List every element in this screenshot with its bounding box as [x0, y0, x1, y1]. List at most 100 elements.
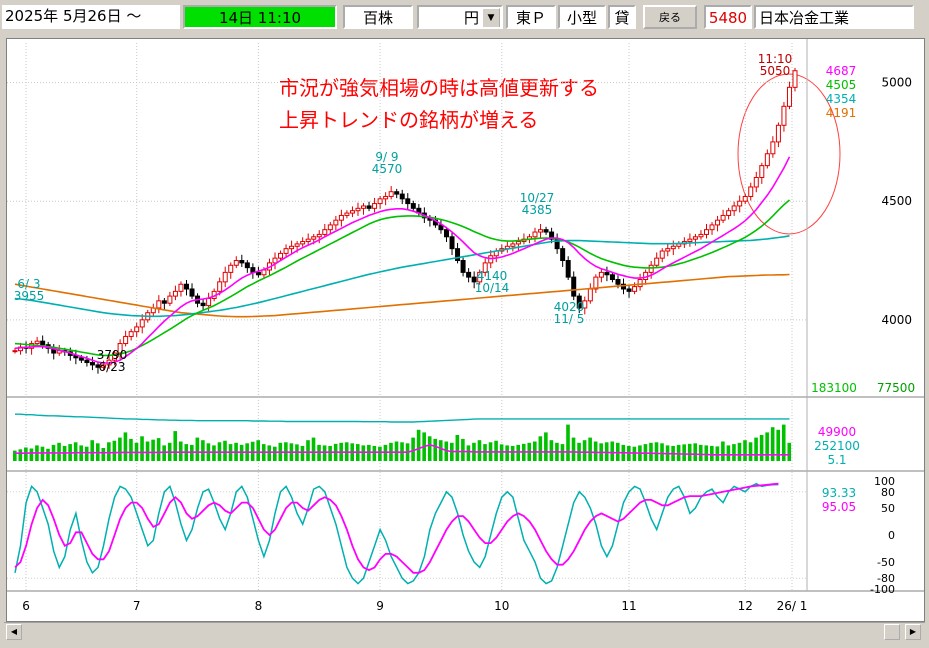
scroll-left-icon[interactable]: ◀: [6, 624, 22, 640]
volume-bar: [306, 440, 310, 461]
volume-bar: [693, 443, 698, 461]
volume-bar: [195, 437, 200, 461]
price-tick-label: 4500: [881, 194, 912, 208]
candle-down: [460, 260, 466, 273]
candle-down: [95, 364, 101, 368]
ma-long1-line: [14, 235, 790, 318]
trough-date-label: 10/14: [475, 281, 510, 295]
candle-up: [12, 350, 18, 353]
candle-up: [632, 286, 638, 292]
osc-fast-line: [14, 482, 779, 585]
volume-bar: [710, 445, 714, 461]
ma-value-label: 4354: [826, 92, 857, 106]
date-field[interactable]: 2025年 5月26日 ～: [2, 5, 180, 29]
currency-select[interactable]: 円 ▼: [417, 5, 503, 29]
candle-up: [294, 243, 300, 247]
volume-bar: [129, 438, 133, 461]
candle-up: [272, 257, 278, 264]
candle-up: [759, 165, 765, 178]
chevron-down-icon[interactable]: ▼: [482, 8, 500, 27]
candle-up: [322, 229, 328, 235]
horizontal-scrollbar[interactable]: ◀ ▶: [4, 622, 925, 641]
candle-down: [84, 359, 90, 364]
candle-up: [233, 260, 239, 266]
peak-value-label: 4570: [372, 162, 403, 176]
candle-down: [394, 191, 400, 195]
volume-bar: [46, 448, 50, 461]
volume-label: 252100: [814, 439, 860, 453]
volume-bar: [328, 445, 332, 461]
volume-bar: [178, 441, 183, 461]
volume-bar: [544, 432, 548, 461]
volume-bar: [223, 440, 227, 461]
candle-up: [698, 233, 704, 238]
stock-code-input[interactable]: 5480: [704, 5, 752, 29]
candle-down: [455, 248, 461, 262]
volume-bar: [84, 446, 89, 461]
volume-bar: [24, 447, 28, 461]
candle-down: [604, 271, 610, 276]
highlight-circle: [737, 73, 841, 235]
volume-bar: [212, 445, 216, 461]
size-field: 小型: [558, 5, 606, 29]
price-tick-label: 5000: [881, 76, 912, 90]
candle-up: [134, 326, 140, 333]
volume-bar: [776, 429, 781, 461]
back-button[interactable]: 戻る: [643, 5, 697, 29]
volume-bar: [101, 448, 106, 461]
peak-date-label: 10/27: [520, 191, 555, 205]
candle-up: [300, 241, 306, 245]
x-tick-label: 7: [133, 599, 141, 613]
candle-down: [543, 229, 549, 233]
volume-bar: [549, 440, 554, 461]
stock-chart: 市況が強気相場の時は高値更新する 上昇トレンドの銘柄が増える 6 7 8 9 10 11 1…: [7, 39, 924, 613]
candle-up: [670, 245, 676, 250]
candle-up: [753, 176, 759, 188]
volume-label: 183100: [811, 381, 857, 395]
ma-long2-line: [14, 273, 790, 318]
volume-bar: [311, 437, 316, 461]
candle-up: [709, 224, 715, 231]
candle-up: [786, 86, 792, 107]
candle-up: [582, 300, 588, 309]
candle-up: [355, 207, 361, 212]
ma-mid-line: [14, 199, 791, 357]
volume-bar: [632, 446, 637, 461]
volume-bar: [748, 442, 753, 461]
volume-bar: [726, 445, 731, 461]
candle-up: [383, 195, 389, 200]
osc-slow-line: [14, 482, 779, 574]
candle-up: [333, 219, 339, 226]
volume-bar: [156, 438, 161, 461]
volume-bar: [721, 441, 725, 461]
volume-bar: [781, 424, 786, 461]
candle-down: [255, 271, 261, 276]
osc-tick-label: -100: [870, 583, 895, 596]
osc-tick-label: 50: [881, 502, 895, 515]
volume-ma-short-line: [15, 444, 790, 456]
candle-down: [626, 288, 632, 292]
osc-tick-label: 80: [881, 486, 895, 499]
volume-bar: [516, 444, 521, 461]
candle-up: [775, 124, 781, 143]
x-tick-label: 6: [22, 599, 30, 613]
scroll-right-icon[interactable]: ▶: [905, 624, 921, 640]
candle-up: [637, 278, 643, 288]
scroll-thumb[interactable]: [884, 624, 900, 640]
interval-field[interactable]: 14日 11:10: [183, 5, 337, 29]
candle-up: [172, 290, 178, 297]
ma-value-label: 4191: [826, 106, 857, 120]
annotation-text-1: 市況が強気相場の時は高値更新する: [279, 76, 599, 100]
candle-up: [123, 335, 129, 345]
candle-down: [40, 340, 46, 346]
candle-up: [781, 105, 787, 126]
x-tick-label: 10: [494, 599, 509, 613]
candle-up: [316, 233, 322, 238]
candle-up: [167, 295, 173, 304]
candle-up: [372, 203, 378, 209]
candle-down: [615, 278, 621, 285]
candle-down: [366, 205, 372, 209]
candle-up: [720, 214, 726, 221]
candle-up: [510, 243, 516, 247]
volume-bar: [427, 436, 432, 461]
